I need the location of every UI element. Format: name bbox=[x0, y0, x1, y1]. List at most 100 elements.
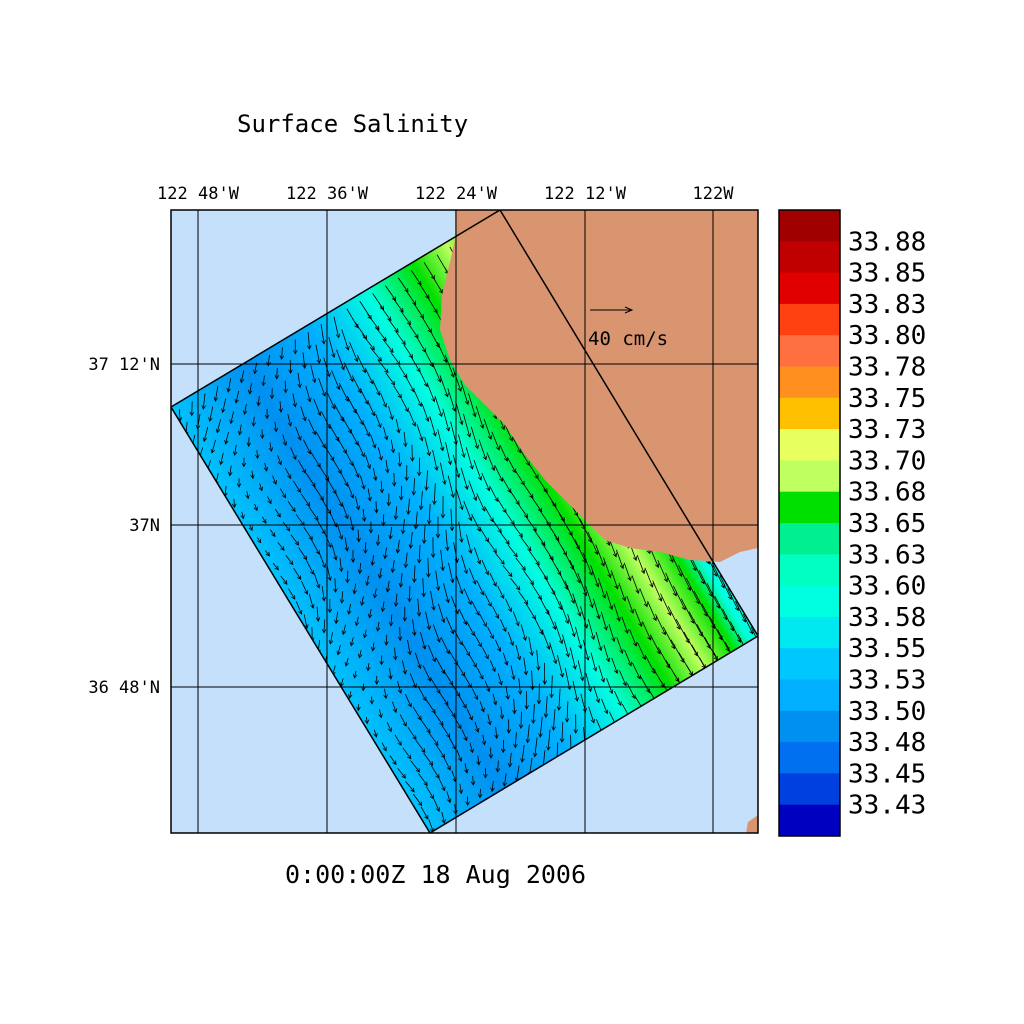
map-frame bbox=[170, 209, 759, 834]
current-arrow bbox=[425, 698, 436, 714]
current-arrow bbox=[470, 775, 476, 786]
current-arrow bbox=[421, 578, 426, 598]
current-arrow bbox=[520, 745, 525, 763]
current-arrow bbox=[415, 739, 426, 753]
current-arrow bbox=[388, 526, 393, 540]
current-arrow bbox=[242, 403, 248, 416]
current-arrow bbox=[279, 488, 287, 499]
current-arrow bbox=[624, 649, 632, 667]
current-arrow bbox=[383, 688, 388, 700]
colorbar-swatch bbox=[779, 460, 840, 493]
current-arrow bbox=[372, 588, 378, 599]
current-arrow bbox=[313, 398, 322, 417]
current-arrow bbox=[525, 724, 531, 744]
current-arrow bbox=[464, 763, 469, 774]
current-arrow bbox=[611, 657, 619, 674]
current-arrow bbox=[397, 452, 403, 468]
colorbar-swatch bbox=[779, 804, 840, 837]
current-arrow bbox=[476, 580, 485, 596]
salinity-field bbox=[171, 210, 758, 833]
current-arrow bbox=[290, 534, 300, 546]
current-arrow bbox=[590, 565, 600, 588]
current-arrow bbox=[383, 426, 389, 441]
current-arrow bbox=[189, 401, 195, 417]
land bbox=[440, 210, 758, 562]
current-arrow bbox=[585, 585, 594, 609]
colorbar-label: 33.65 bbox=[848, 509, 926, 539]
current-arrow bbox=[264, 549, 271, 557]
current-arrow bbox=[546, 608, 557, 631]
current-arrow bbox=[470, 426, 479, 450]
current-arrow bbox=[305, 385, 312, 403]
current-arrow bbox=[221, 398, 227, 414]
current-arrow bbox=[430, 537, 436, 559]
current-arrow bbox=[295, 426, 302, 441]
current-arrow bbox=[585, 672, 592, 693]
current-arrow bbox=[440, 462, 447, 486]
current-arrow bbox=[474, 721, 480, 733]
current-arrow bbox=[272, 562, 279, 571]
current-arrow bbox=[605, 590, 614, 611]
current-arrow bbox=[403, 431, 408, 448]
current-arrow bbox=[494, 552, 505, 565]
current-arrow bbox=[554, 621, 564, 645]
current-arrow bbox=[391, 701, 398, 714]
current-arrow bbox=[274, 508, 281, 518]
current-arrow bbox=[505, 686, 510, 700]
current-arrow bbox=[287, 501, 296, 513]
current-arrow bbox=[517, 503, 529, 519]
map-title: Surface Salinity bbox=[237, 110, 468, 138]
current-arrow bbox=[582, 552, 593, 576]
current-arrow bbox=[471, 688, 479, 701]
current-arrow bbox=[310, 365, 317, 384]
current-arrow bbox=[428, 732, 439, 746]
current-arrow bbox=[631, 575, 640, 594]
lon-label: 122W bbox=[693, 184, 735, 204]
current-arrow bbox=[524, 691, 529, 710]
current-arrow bbox=[567, 613, 576, 638]
current-arrow bbox=[347, 483, 355, 499]
current-arrow bbox=[381, 742, 387, 752]
current-arrow bbox=[406, 377, 415, 393]
current-arrow bbox=[379, 655, 384, 666]
current-arrow bbox=[416, 598, 422, 617]
current-arrow bbox=[608, 624, 616, 643]
current-arrow bbox=[468, 567, 477, 585]
current-arrow bbox=[378, 709, 383, 719]
current-arrow bbox=[306, 331, 312, 350]
current-arrow bbox=[614, 690, 622, 707]
current-arrow bbox=[264, 409, 270, 420]
current-arrow bbox=[379, 480, 385, 494]
current-arrow bbox=[377, 447, 383, 461]
current-arrow bbox=[426, 382, 436, 403]
current-arrow bbox=[504, 511, 515, 525]
current-arrow bbox=[313, 573, 321, 589]
current-arrow bbox=[287, 414, 293, 427]
current-arrow bbox=[333, 316, 341, 339]
current-arrow bbox=[502, 565, 513, 578]
current-arrow bbox=[478, 439, 488, 461]
current-arrow bbox=[321, 619, 327, 634]
colorbar-swatch bbox=[779, 616, 840, 649]
vector-key-head bbox=[624, 306, 634, 314]
current-arrow bbox=[610, 570, 619, 590]
current-arrow bbox=[268, 442, 274, 453]
current-arrow bbox=[405, 290, 417, 306]
current-arrow bbox=[445, 442, 453, 466]
current-arrow bbox=[452, 367, 462, 392]
current-arrow bbox=[636, 554, 646, 575]
current-arrow bbox=[418, 773, 428, 787]
current-arrow bbox=[438, 778, 446, 792]
current-arrow bbox=[458, 783, 464, 795]
current-arrow bbox=[431, 362, 442, 383]
current-arrow bbox=[492, 693, 498, 706]
current-arrow bbox=[338, 557, 344, 573]
current-arrow bbox=[476, 493, 486, 512]
lat-label: 36 48'N bbox=[88, 678, 160, 698]
current-arrow bbox=[481, 560, 490, 576]
lat-label: 37N bbox=[129, 516, 160, 536]
current-arrow bbox=[349, 637, 355, 647]
current-arrow bbox=[313, 485, 324, 501]
current-arrow bbox=[536, 562, 548, 581]
current-arrow bbox=[642, 621, 652, 641]
